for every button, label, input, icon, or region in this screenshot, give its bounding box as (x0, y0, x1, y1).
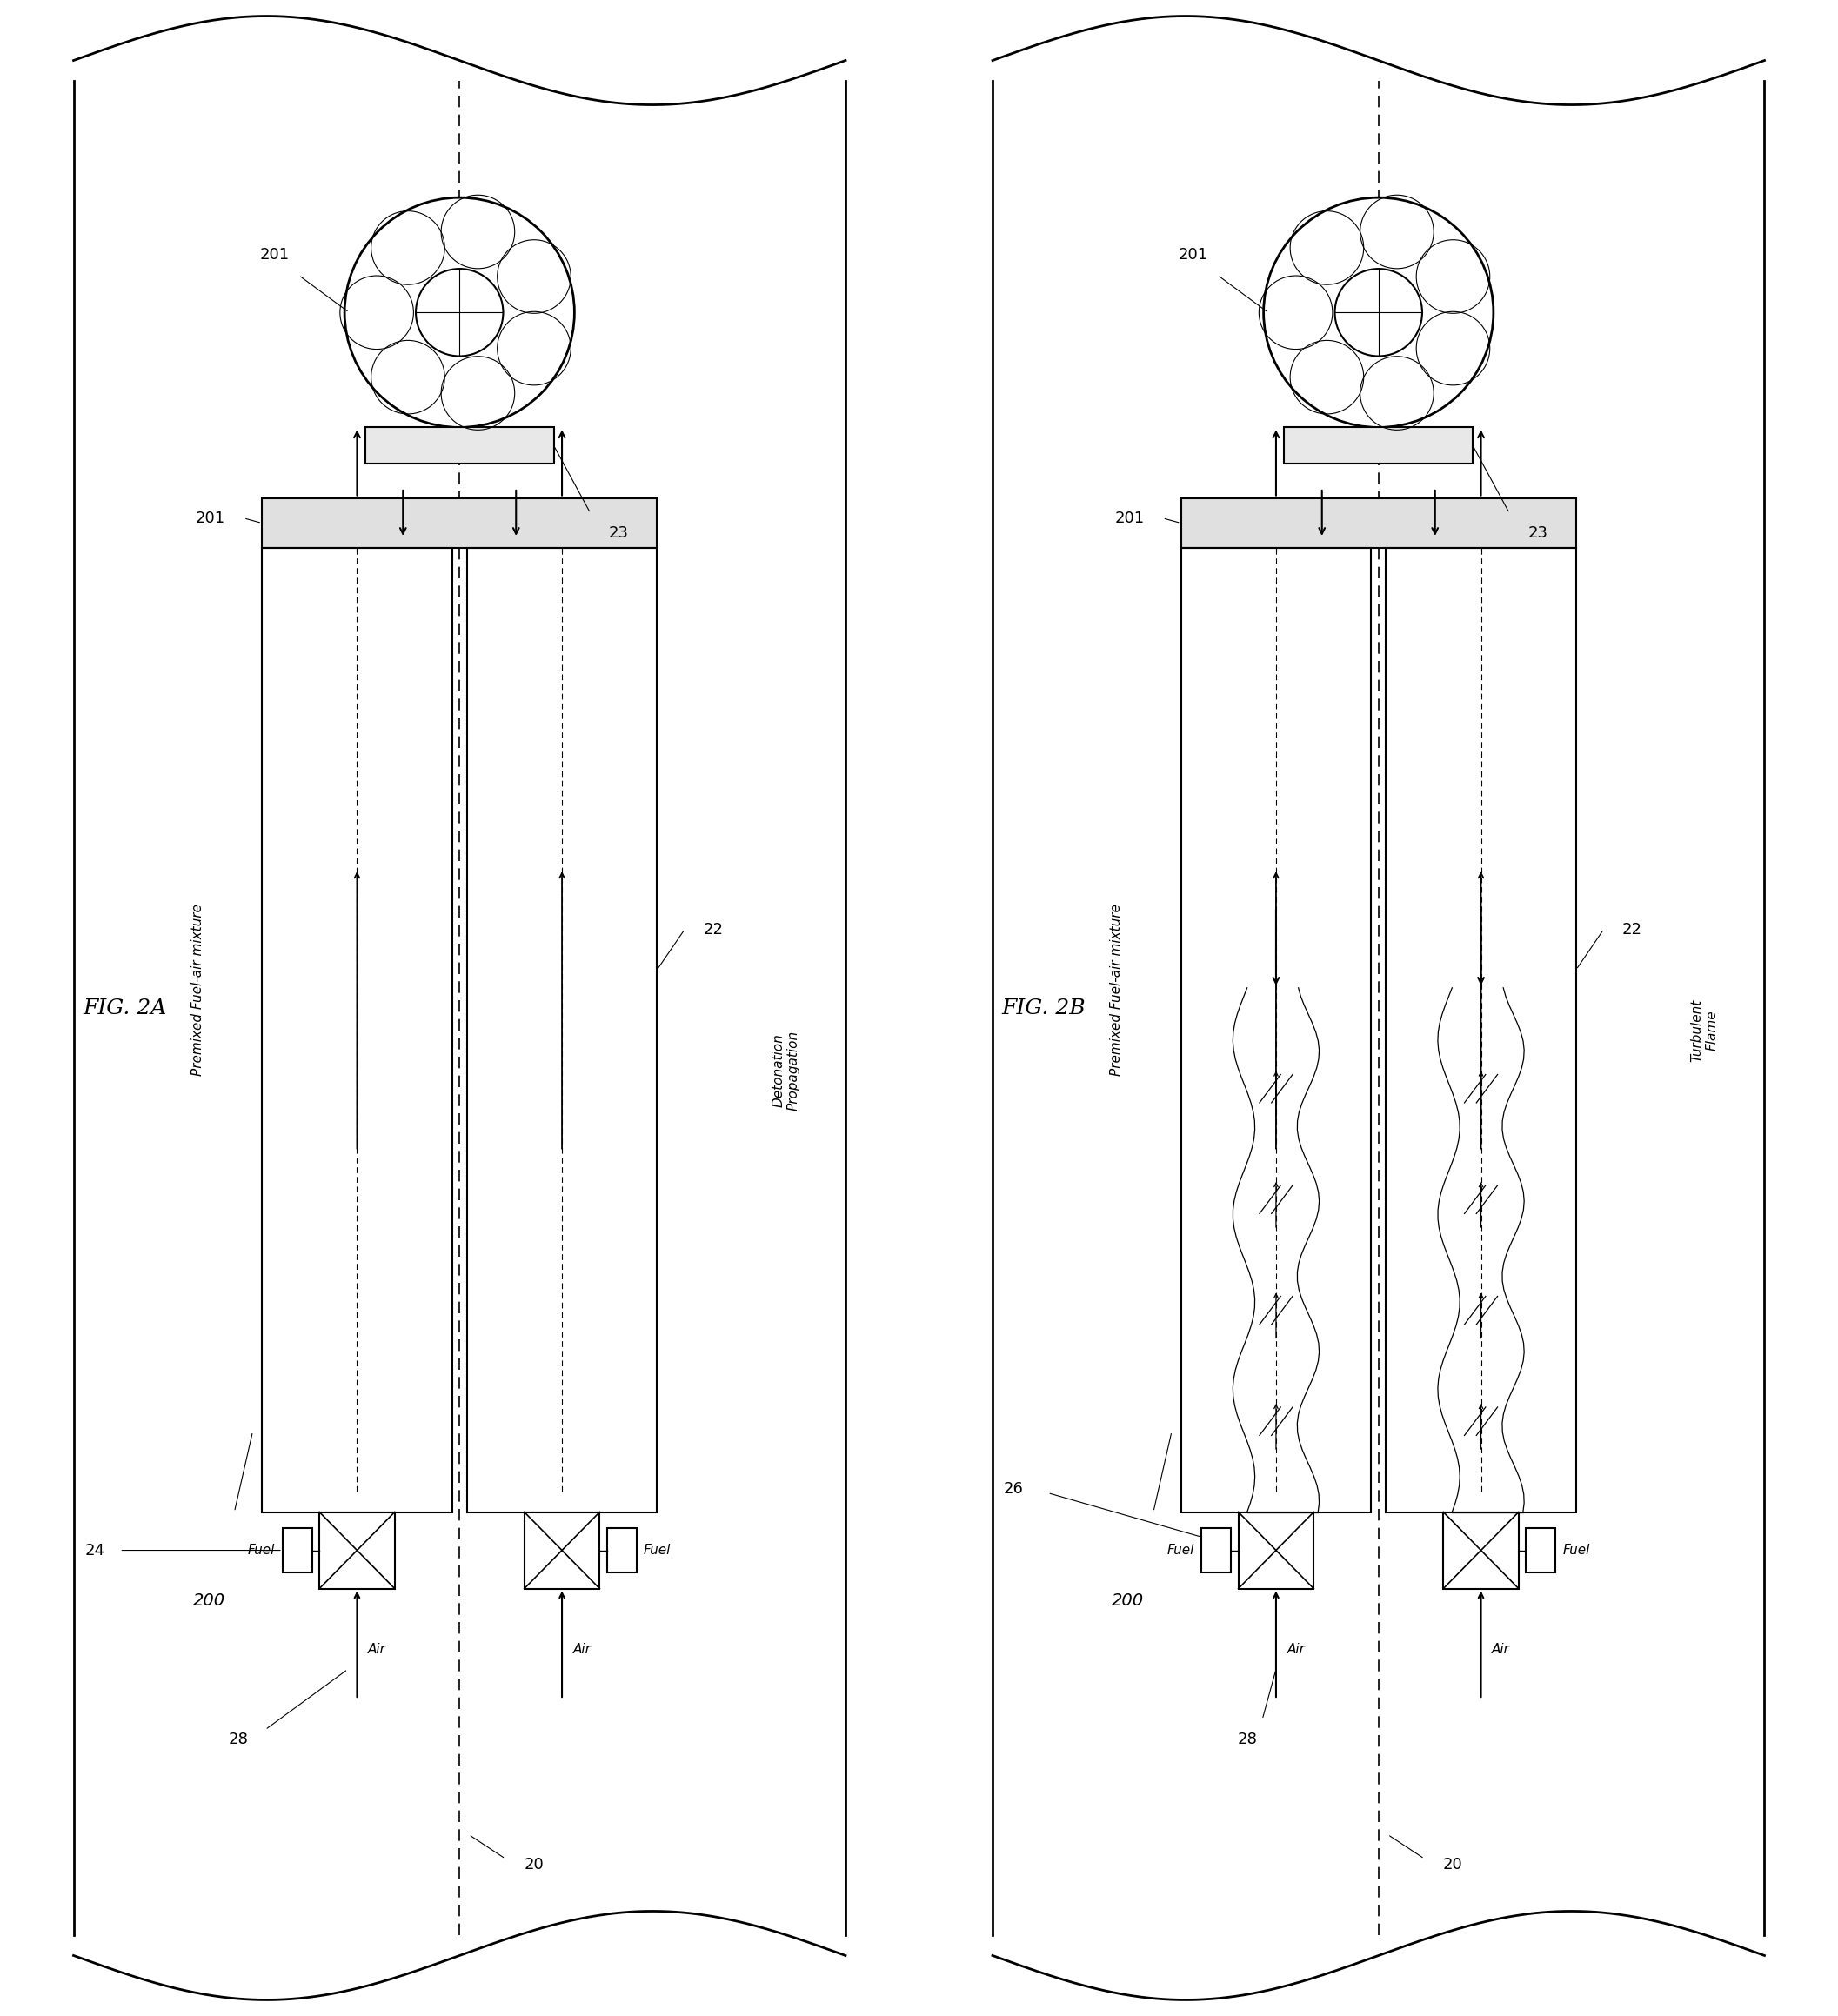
Bar (1443, 1512, 1518, 1589)
Text: 201: 201 (259, 248, 289, 262)
Bar (1239, 1512, 1314, 1589)
Bar (1180, 498, 1577, 548)
Bar (607, 1528, 636, 1572)
Bar (263, 548, 452, 1512)
Text: Air: Air (573, 1643, 592, 1655)
Text: Air: Air (1492, 1643, 1511, 1655)
Text: Air: Air (1287, 1643, 1305, 1655)
Text: Fuel: Fuel (643, 1544, 671, 1556)
Text: 22: 22 (1623, 921, 1641, 937)
Text: 20: 20 (524, 1857, 544, 1873)
Ellipse shape (344, 198, 575, 427)
Text: FIG. 2B: FIG. 2B (1002, 998, 1086, 1018)
Bar (1180, 548, 1371, 1512)
Text: 20: 20 (1443, 1857, 1463, 1873)
Text: 23: 23 (1527, 526, 1548, 540)
Text: Fuel: Fuel (1562, 1544, 1590, 1556)
Text: Premixed Fuel-air mixture: Premixed Fuel-air mixture (191, 903, 204, 1077)
Text: Turbulent
Flame: Turbulent Flame (1691, 998, 1719, 1062)
Text: 200: 200 (1112, 1593, 1143, 1609)
Text: 26: 26 (1004, 1482, 1024, 1496)
Text: 201: 201 (1114, 510, 1143, 526)
Bar (263, 498, 658, 548)
Text: 201: 201 (195, 510, 226, 526)
Bar (524, 1512, 599, 1589)
Text: Premixed Fuel-air mixture: Premixed Fuel-air mixture (1110, 903, 1123, 1077)
Bar (283, 1528, 312, 1572)
Bar (366, 427, 553, 464)
Bar (1202, 1528, 1231, 1572)
Text: 24: 24 (85, 1542, 105, 1558)
Text: 201: 201 (1178, 248, 1208, 262)
Text: 28: 28 (1237, 1732, 1257, 1748)
Bar (1526, 1528, 1555, 1572)
Bar (467, 548, 656, 1512)
Text: Fuel: Fuel (1167, 1544, 1195, 1556)
Text: Detonation
Propagation: Detonation Propagation (772, 1030, 800, 1111)
Text: 23: 23 (608, 526, 629, 540)
Bar (1386, 548, 1577, 1512)
Bar (1285, 427, 1472, 464)
Bar (320, 1512, 395, 1589)
Text: 22: 22 (702, 921, 722, 937)
Text: 200: 200 (193, 1593, 226, 1609)
Text: Fuel: Fuel (248, 1544, 276, 1556)
Text: 28: 28 (228, 1732, 248, 1748)
Text: FIG. 2A: FIG. 2A (83, 998, 167, 1018)
Text: Air: Air (368, 1643, 386, 1655)
Ellipse shape (1263, 198, 1494, 427)
